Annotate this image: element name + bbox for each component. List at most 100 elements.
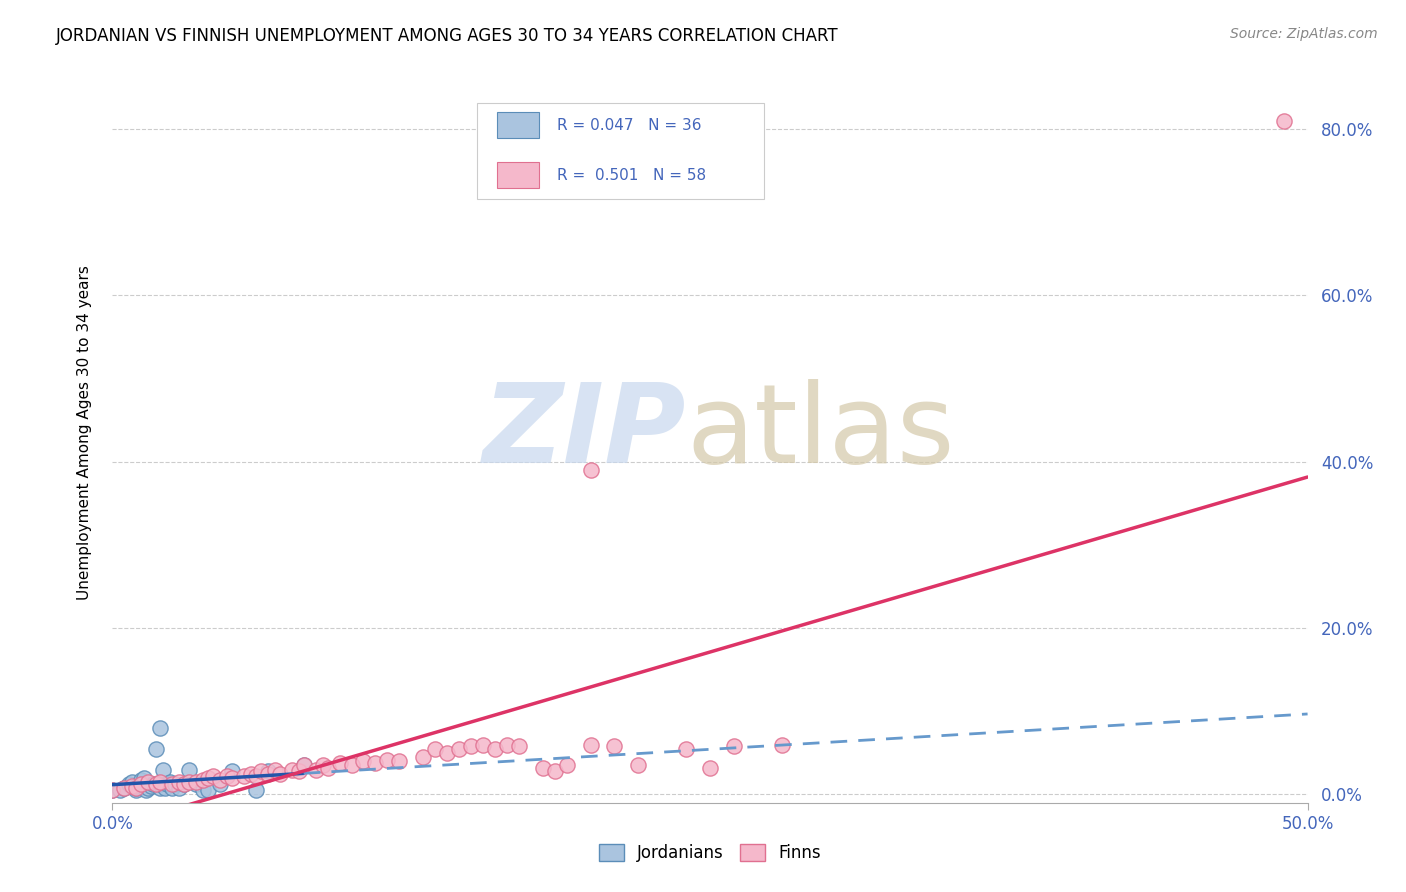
Point [217, 769, 239, 783]
Point [723, 739, 745, 754]
Point [186, 775, 208, 789]
Point [675, 741, 697, 756]
Point [249, 764, 271, 779]
Point [364, 756, 387, 770]
Point [264, 763, 287, 777]
Point [142, 777, 165, 791]
Point [292, 758, 315, 772]
Point [145, 741, 167, 756]
Point [125, 779, 148, 793]
Point [149, 721, 172, 735]
Point [603, 739, 626, 754]
Point [209, 772, 232, 787]
Point [156, 777, 179, 791]
Y-axis label: Unemployment Among Ages 30 to 34 years: Unemployment Among Ages 30 to 34 years [77, 265, 91, 600]
Point [114, 780, 135, 795]
Point [193, 772, 215, 787]
Point [496, 738, 519, 752]
Point [436, 746, 458, 760]
Text: Source: ZipAtlas.com: Source: ZipAtlas.com [1230, 27, 1378, 41]
Point [312, 758, 335, 772]
Text: JORDANIAN VS FINNISH UNEMPLOYMENT AMONG AGES 30 TO 34 YEARS CORRELATION CHART: JORDANIAN VS FINNISH UNEMPLOYMENT AMONG … [56, 27, 839, 45]
Point [305, 763, 328, 777]
Point [129, 777, 152, 791]
Point [162, 780, 183, 795]
Point [329, 756, 352, 770]
Point [173, 777, 195, 791]
Point [245, 783, 267, 797]
Point [579, 463, 602, 477]
Point [177, 763, 200, 777]
FancyBboxPatch shape [477, 103, 763, 200]
Text: R = 0.047   N = 36: R = 0.047 N = 36 [557, 118, 702, 133]
Point [543, 764, 565, 779]
Point [388, 754, 411, 768]
Point [316, 761, 339, 775]
Point [114, 780, 135, 795]
Point [377, 753, 399, 767]
Point [201, 769, 224, 783]
Point [233, 769, 256, 783]
Point [531, 761, 554, 775]
Point [108, 783, 131, 797]
Point [101, 783, 124, 797]
Point [162, 777, 183, 791]
Point [352, 754, 374, 768]
FancyBboxPatch shape [498, 112, 538, 138]
Point [245, 769, 267, 783]
Point [627, 758, 650, 772]
Point [138, 780, 160, 795]
Point [699, 761, 721, 775]
Point [197, 771, 219, 785]
Point [460, 739, 482, 754]
Point [281, 763, 304, 777]
Legend: Jordanians, Finns: Jordanians, Finns [592, 837, 828, 869]
Point [1272, 113, 1295, 128]
Point [484, 741, 506, 756]
Point [579, 738, 602, 752]
Point [101, 783, 124, 797]
Point [193, 783, 215, 797]
Point [472, 738, 495, 752]
Point [186, 777, 208, 791]
FancyBboxPatch shape [498, 162, 538, 188]
Point [149, 780, 172, 795]
Point [125, 783, 148, 797]
Point [508, 739, 530, 754]
Point [121, 779, 143, 793]
Point [169, 780, 191, 795]
Point [153, 780, 176, 795]
Point [555, 758, 578, 772]
Point [288, 764, 311, 779]
Point [447, 741, 470, 756]
Point [132, 771, 155, 785]
Point [770, 738, 793, 752]
Point [221, 764, 243, 779]
Point [149, 775, 172, 789]
Text: atlas: atlas [686, 379, 955, 486]
Point [139, 779, 162, 793]
Text: R =  0.501   N = 58: R = 0.501 N = 58 [557, 168, 706, 183]
Point [269, 766, 291, 780]
Point [118, 777, 141, 791]
Point [129, 777, 152, 791]
Point [125, 780, 148, 795]
Text: ZIP: ZIP [482, 379, 686, 486]
Point [163, 777, 186, 791]
Point [340, 758, 363, 772]
Point [292, 758, 315, 772]
Point [257, 766, 280, 780]
Point [257, 764, 280, 779]
Point [152, 763, 174, 777]
Point [138, 775, 160, 789]
Point [135, 783, 157, 797]
Point [173, 777, 195, 791]
Point [149, 777, 172, 791]
Point [169, 775, 191, 789]
Point [209, 777, 232, 791]
Point [125, 780, 148, 795]
Point [240, 766, 263, 780]
Point [129, 772, 152, 787]
Point [197, 783, 219, 797]
Point [221, 771, 243, 785]
